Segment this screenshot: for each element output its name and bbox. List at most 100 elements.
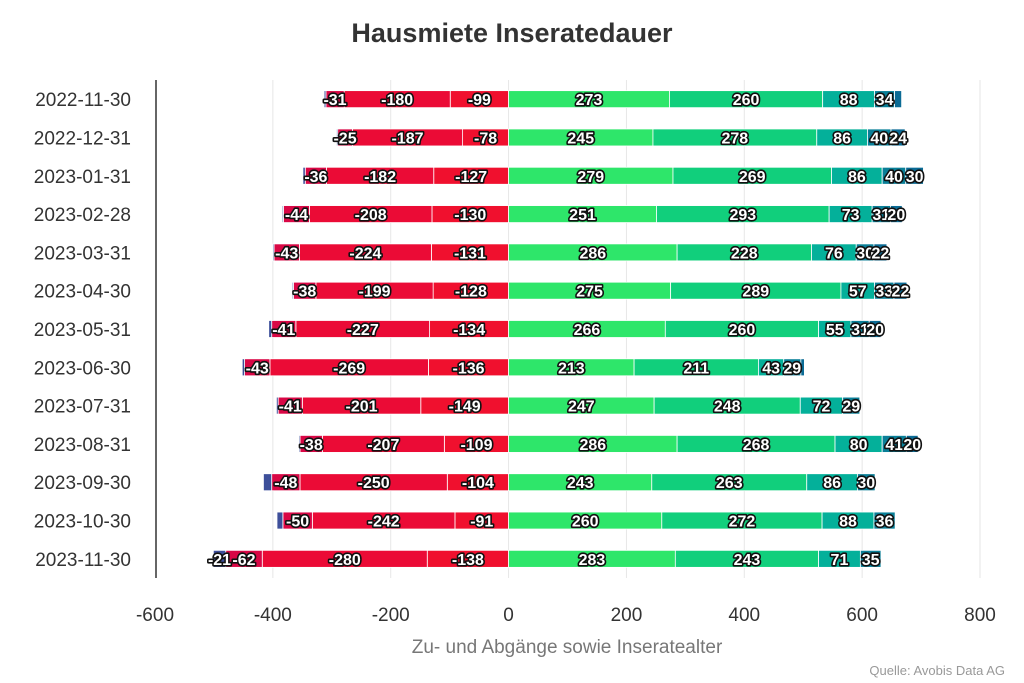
data-label: 86 xyxy=(823,475,841,492)
data-label: -109 xyxy=(460,437,492,454)
data-label: -269 xyxy=(333,360,365,377)
data-label: -242 xyxy=(368,514,400,531)
source-note: Quelle: Avobis Data AG xyxy=(869,663,1005,678)
data-label: 86 xyxy=(848,169,866,186)
data-label: 283 xyxy=(579,552,606,569)
data-label: 260 xyxy=(729,322,756,339)
bar-segment xyxy=(323,90,327,109)
data-label: 36 xyxy=(876,514,894,531)
data-label: 273 xyxy=(576,92,603,109)
data-label: 40 xyxy=(870,130,888,147)
data-label: 251 xyxy=(569,207,596,224)
bar-segment xyxy=(212,549,227,568)
bar-segment xyxy=(868,320,882,338)
data-label: -44 xyxy=(285,207,308,224)
data-label: 86 xyxy=(833,130,851,147)
data-label: 71 xyxy=(831,552,849,569)
data-label: 286 xyxy=(579,437,606,454)
bar-segment xyxy=(842,396,861,415)
x-tick-label: -600 xyxy=(136,605,174,626)
data-label: -131 xyxy=(454,245,486,262)
y-tick-label: 2023-04-30 xyxy=(34,282,131,303)
data-label: 57 xyxy=(849,284,867,301)
y-tick-label: 2023-02-28 xyxy=(34,205,131,226)
data-label: 22 xyxy=(872,245,890,262)
data-label: 211 xyxy=(683,360,709,377)
bar-segment xyxy=(263,473,273,492)
bar-segment xyxy=(873,511,896,530)
bar-segment xyxy=(298,435,301,453)
y-axis: 2022-11-30 2022-12-31 2023-01-31 2023-02-28… xyxy=(34,80,157,578)
data-label: -48 xyxy=(274,475,297,492)
data-label: 24 xyxy=(889,130,907,147)
data-label: -134 xyxy=(453,322,485,339)
x-axis-label: Zu- und Abgänge sowie Inseratealter xyxy=(412,637,723,658)
data-label: 80 xyxy=(850,437,868,454)
data-label: -130 xyxy=(454,207,486,224)
data-label: 228 xyxy=(731,245,758,262)
data-label: -127 xyxy=(455,169,487,186)
data-label: 55 xyxy=(826,322,844,339)
bar-segment xyxy=(275,396,279,415)
x-tick-label: 600 xyxy=(846,605,878,626)
data-label: -38 xyxy=(300,437,323,454)
data-label: 279 xyxy=(577,169,604,186)
x-tick-label: -400 xyxy=(254,605,292,626)
data-label: 31 xyxy=(851,322,869,339)
data-label: 247 xyxy=(568,399,595,416)
data-label: 88 xyxy=(840,92,858,109)
data-label: 260 xyxy=(572,514,599,531)
data-label: 31 xyxy=(872,207,890,224)
data-label: -25 xyxy=(333,130,356,147)
data-label: -136 xyxy=(452,360,484,377)
x-tick-label: 200 xyxy=(611,605,643,626)
data-label: 35 xyxy=(862,552,880,569)
data-label: -149 xyxy=(449,399,481,416)
data-label: 269 xyxy=(739,169,766,186)
data-label: -21 xyxy=(208,552,231,569)
data-label: -138 xyxy=(452,552,484,569)
data-label: 73 xyxy=(842,207,860,224)
data-label: 272 xyxy=(729,514,756,531)
data-label: 20 xyxy=(903,437,921,454)
data-label: -208 xyxy=(355,207,387,224)
bar-segment xyxy=(893,281,908,300)
data-label: -62 xyxy=(232,552,255,569)
data-label: 275 xyxy=(576,284,603,301)
data-label: 260 xyxy=(733,92,760,109)
bar-segment xyxy=(905,435,919,453)
data-label: 248 xyxy=(714,399,741,416)
y-tick-label: 2023-07-31 xyxy=(34,397,131,418)
data-label: -43 xyxy=(275,245,298,262)
bar-segment xyxy=(894,90,903,109)
data-label: 30 xyxy=(856,245,874,262)
data-labels: -99 -180 -31 273 260 88 34 -78 -187 -25 245 278 86 40… xyxy=(206,91,925,571)
data-label: 76 xyxy=(825,245,843,262)
bar-segment xyxy=(800,358,805,377)
bar-segment xyxy=(291,281,294,300)
data-label: 88 xyxy=(839,514,857,531)
data-label: 278 xyxy=(722,130,749,147)
y-tick-label: 2023-08-31 xyxy=(34,435,131,456)
bar-segment xyxy=(241,358,245,377)
data-label: 263 xyxy=(716,475,743,492)
data-label: 213 xyxy=(558,360,585,377)
data-label: 289 xyxy=(742,284,769,301)
bar-segment xyxy=(281,205,284,223)
x-tick-label: 0 xyxy=(503,605,514,626)
data-label: 41 xyxy=(885,437,903,454)
y-tick-label: 2023-11-30 xyxy=(35,550,131,571)
bar-segment xyxy=(302,166,306,185)
bar-segment xyxy=(276,511,284,530)
bar-segment xyxy=(890,205,903,223)
data-label: -180 xyxy=(381,92,413,109)
data-label: -128 xyxy=(455,284,487,301)
data-label: 30 xyxy=(857,475,875,492)
y-tick-label: 2023-06-30 xyxy=(34,358,131,379)
data-label: -250 xyxy=(358,475,390,492)
data-label: 268 xyxy=(743,437,770,454)
bar-segment xyxy=(336,128,339,147)
data-label: -199 xyxy=(358,284,390,301)
data-label: -41 xyxy=(279,399,302,416)
